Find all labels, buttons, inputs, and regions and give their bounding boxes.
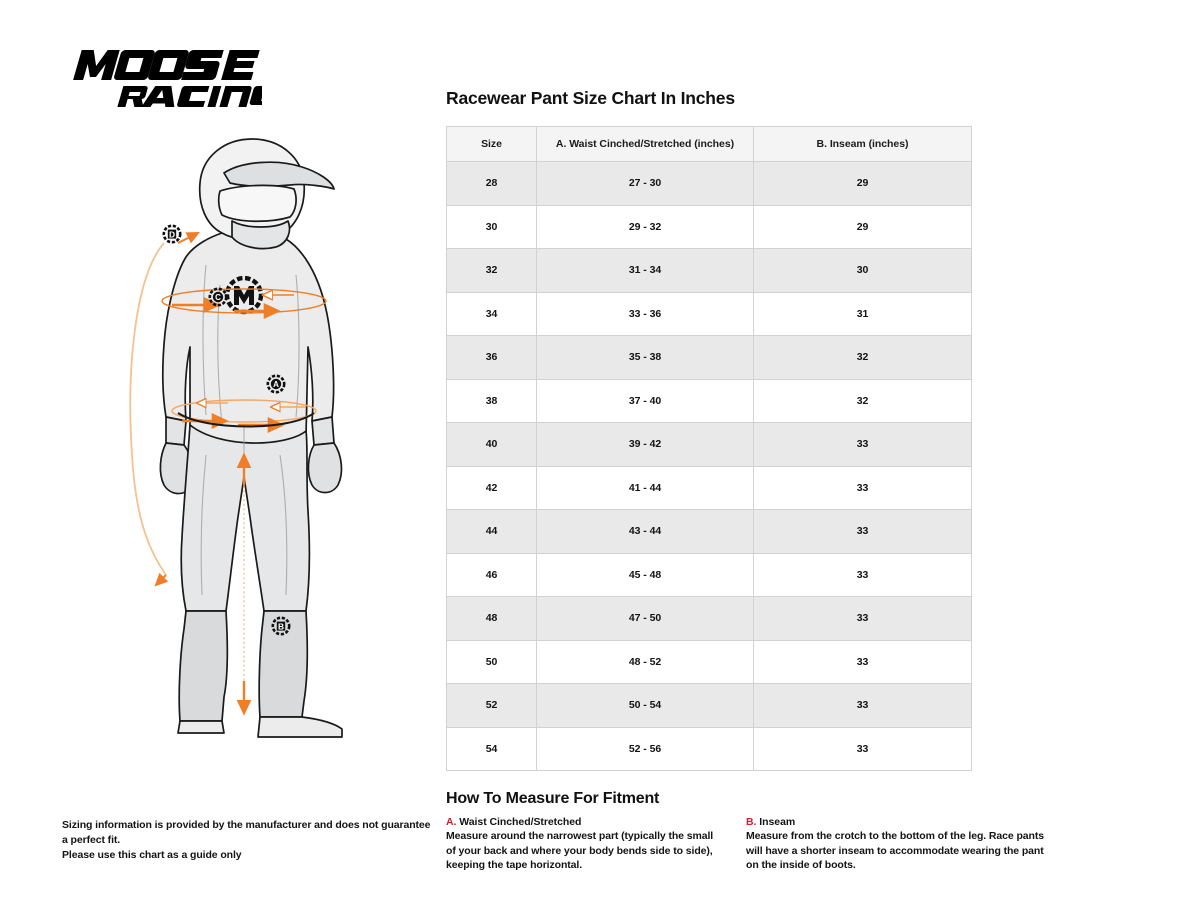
cell-waist: 37 - 40 [536, 378, 754, 423]
cell-size: 36 [446, 335, 537, 380]
cell-size: 38 [446, 378, 537, 423]
table-row: 42 41 - 44 33 [446, 465, 972, 510]
measure-a-band [171, 400, 317, 434]
measure-marker-label-a: A. [446, 816, 457, 828]
cell-inseam: 32 [753, 335, 972, 380]
size-chart-panel: Racewear Pant Size Chart In Inches Size … [446, 88, 1086, 873]
svg-text:D: D [169, 230, 175, 240]
table-row: 48 47 - 50 33 [446, 596, 972, 641]
table-row: 52 50 - 54 33 [446, 683, 972, 728]
cell-inseam: 33 [753, 552, 972, 597]
table-row: 32 31 - 34 30 [446, 248, 972, 293]
cell-inseam: 33 [753, 596, 972, 641]
rider-body [159, 138, 343, 738]
column-header-waist: A. Waist Cinched/Stretched (inches) [536, 126, 754, 162]
cell-size: 34 [446, 291, 537, 336]
measure-item-inseam-body: Measure from the crotch to the bottom of… [746, 830, 1044, 872]
cell-size: 32 [446, 248, 537, 293]
table-row: 54 52 - 56 33 [446, 726, 972, 771]
measure-item-inseam: B. Inseam Measure from the crotch to the… [746, 816, 1058, 873]
measure-title-text-a: Waist Cinched/Stretched [456, 816, 582, 828]
cell-size: 42 [446, 465, 537, 510]
cell-size: 48 [446, 596, 537, 641]
cell-waist: 31 - 34 [536, 248, 754, 293]
disclaimer-line-2: Please use this chart as a guide only [62, 849, 242, 861]
cell-waist: 47 - 50 [536, 596, 754, 641]
measure-d-arrow-top [177, 232, 200, 244]
cell-size: 30 [446, 204, 537, 249]
table-row: 44 43 - 44 33 [446, 509, 972, 554]
how-to-measure-section: How To Measure For Fitment A. Waist Cinc… [446, 790, 1086, 873]
measure-marker-label-b: B. [746, 816, 757, 828]
cell-size: 54 [446, 726, 537, 771]
cell-inseam: 33 [753, 509, 972, 554]
how-to-measure-heading: How To Measure For Fitment [446, 790, 660, 807]
cell-inseam: 32 [753, 378, 972, 423]
cell-inseam: 29 [753, 204, 972, 249]
cell-waist: 43 - 44 [536, 509, 754, 554]
cell-waist: 41 - 44 [536, 465, 754, 510]
measure-d-outline [129, 242, 167, 576]
table-row: 38 37 - 40 32 [446, 378, 972, 423]
moose-racing-logo [62, 42, 285, 112]
moose-racing-logo-svg [73, 50, 285, 108]
table-row: 46 45 - 48 33 [446, 552, 972, 597]
cell-size: 50 [446, 639, 537, 684]
size-chart-table: Size A. Waist Cinched/Stretched (inches)… [446, 126, 972, 771]
cell-waist: 29 - 32 [536, 204, 754, 249]
cell-inseam: 31 [753, 291, 972, 336]
measure-title-text-b: Inseam [756, 816, 796, 828]
cell-size: 28 [446, 161, 537, 206]
cell-waist: 35 - 38 [536, 335, 754, 380]
measure-d-arrow [154, 572, 169, 587]
rider-measurement-illustration: D C A B [110, 125, 440, 745]
cell-waist: 50 - 54 [536, 683, 754, 728]
cell-inseam: 33 [753, 726, 972, 771]
disclaimer-line-1: Sizing information is provided by the ma… [62, 819, 431, 846]
cell-waist: 52 - 56 [536, 726, 754, 771]
cell-size: 46 [446, 552, 537, 597]
measure-item-waist: A. Waist Cinched/Stretched Measure aroun… [446, 816, 746, 873]
measure-c-band [161, 288, 327, 320]
table-row: 30 29 - 32 29 [446, 204, 972, 249]
measure-marker-d: D [162, 224, 182, 244]
measure-marker-a: A [266, 374, 286, 394]
cell-waist: 27 - 30 [536, 161, 754, 206]
table-row: 50 48 - 52 33 [446, 639, 972, 684]
cell-inseam: 30 [753, 248, 972, 293]
svg-text:A: A [273, 380, 279, 389]
table-row: 36 35 - 38 32 [446, 335, 972, 380]
column-header-inseam: B. Inseam (inches) [753, 126, 972, 162]
cell-waist: 39 - 42 [536, 422, 754, 467]
cell-inseam: 33 [753, 683, 972, 728]
cell-inseam: 33 [753, 639, 972, 684]
cell-inseam: 33 [753, 422, 972, 467]
column-header-size: Size [446, 126, 537, 162]
cell-inseam: 33 [753, 465, 972, 510]
cell-size: 40 [446, 422, 537, 467]
cell-waist: 45 - 48 [536, 552, 754, 597]
measure-item-waist-body: Measure around the narrowest part (typic… [446, 830, 714, 872]
svg-text:B: B [278, 622, 284, 632]
measure-marker-c: C [208, 287, 228, 307]
cell-waist: 48 - 52 [536, 639, 754, 684]
measure-marker-b: B [271, 616, 291, 636]
measure-item-inseam-title: B. Inseam [746, 816, 1058, 828]
cell-waist: 33 - 36 [536, 291, 754, 336]
size-chart-body: 28 27 - 30 29 30 29 - 32 29 32 31 - 34 30 34 33 - … [446, 161, 972, 771]
cell-inseam: 29 [753, 161, 972, 206]
table-header-row: Size A. Waist Cinched/Stretched (inches)… [446, 126, 972, 162]
rider-shading-lines [200, 264, 300, 596]
svg-text:C: C [215, 293, 221, 302]
page-title: Racewear Pant Size Chart In Inches [446, 88, 735, 108]
table-row: 40 39 - 42 33 [446, 422, 972, 467]
cell-size: 52 [446, 683, 537, 728]
cell-size: 44 [446, 509, 537, 554]
sizing-disclaimer: Sizing information is provided by the ma… [62, 818, 437, 863]
rider-illustration-svg: D C A B [129, 138, 343, 738]
table-row: 28 27 - 30 29 [446, 161, 972, 206]
measure-item-waist-title: A. Waist Cinched/Stretched [446, 816, 718, 828]
table-row: 34 33 - 36 31 [446, 291, 972, 336]
